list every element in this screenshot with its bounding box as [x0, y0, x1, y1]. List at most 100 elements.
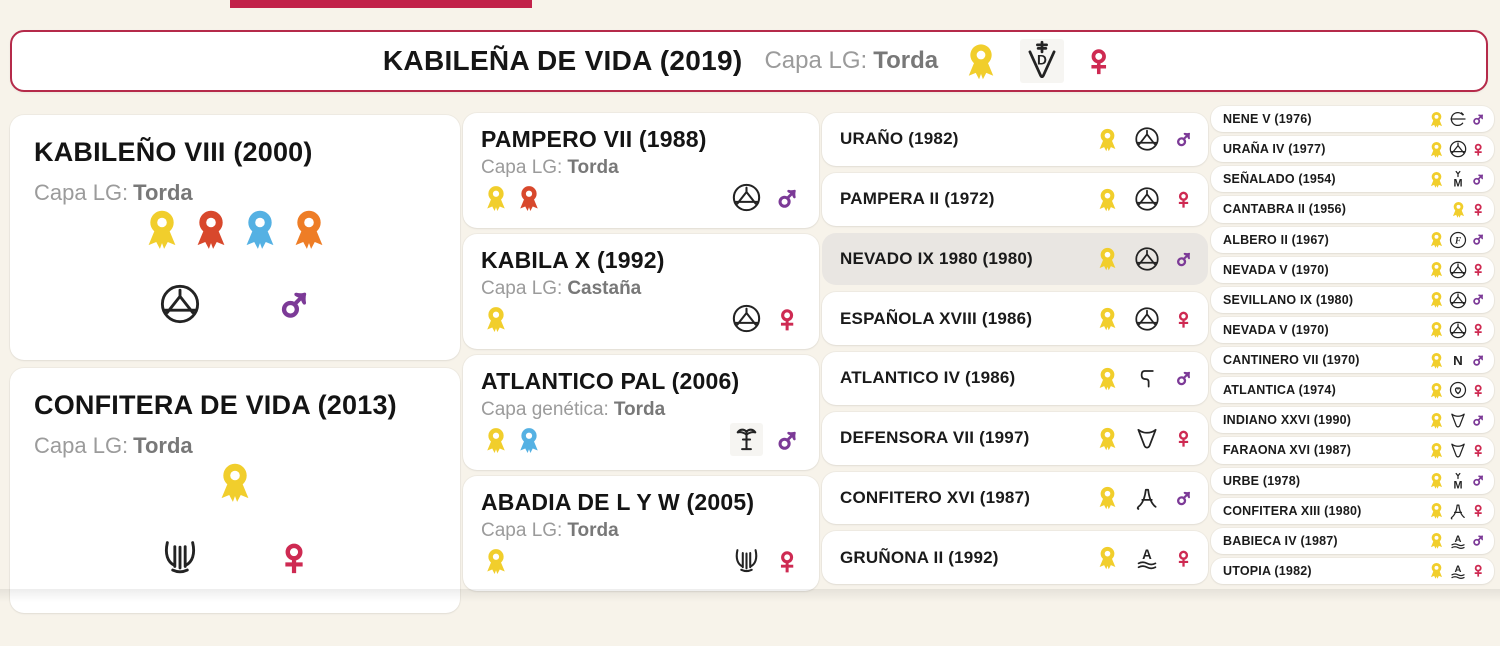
male-icon: ♂	[1470, 107, 1487, 131]
male-icon: ♂	[1470, 348, 1487, 372]
brand-v-shield-icon	[1448, 440, 1468, 460]
horse-name: URAÑO (1982)	[840, 129, 959, 149]
rosette-group	[481, 425, 544, 455]
node-icons: ♂	[1094, 244, 1195, 273]
node-bottom-row: ♂	[481, 420, 802, 459]
node-icons: A ♀	[1427, 560, 1486, 582]
rosette-yellow-icon	[1431, 232, 1443, 248]
pedigree-node[interactable]: CANTABRA II (1956) ♀	[1211, 196, 1494, 223]
pedigree-node[interactable]: ATLANTICO PAL (2006) Capa genética: Torda…	[463, 355, 819, 470]
pedigree-node[interactable]: UTOPIA (1982) A ♀	[1211, 557, 1494, 584]
pedigree-node[interactable]: INDIANO XXVI (1990) ♂	[1211, 407, 1494, 434]
rosette-yellow-icon	[1431, 352, 1443, 369]
horse-name: CONFITERA DE VIDA (2013)	[34, 390, 397, 420]
rosette-yellow-icon	[1099, 367, 1116, 391]
pedigree-node[interactable]: CONFITERA XIII (1980) ♀	[1211, 497, 1494, 524]
pedigree-node[interactable]: FARAONA XVI (1987) ♀	[1211, 437, 1494, 464]
pedigree-node[interactable]: KABILA X (1992) Capa LG: Castaña ♀	[463, 234, 819, 349]
pedigree-node[interactable]: CONFITERA DE VIDA (2013) Capa LG: Torda ♀	[10, 368, 460, 613]
pedigree-node[interactable]: URBE (1978) M ♂	[1211, 467, 1494, 494]
pedigree-node[interactable]: ALBERO II (1967) F ♂	[1211, 226, 1494, 253]
female-icon: ♀	[1172, 183, 1194, 215]
rosette-yellow-icon	[1431, 503, 1443, 519]
generation-4-column: NENE V (1976) ♂ URAÑA IV (1977) ♀ SEÑALA…	[1211, 106, 1494, 584]
pedigree-root-card[interactable]: KABILEÑA DE VIDA (2019) Capa LG: Torda D ♀	[10, 30, 1488, 92]
pedigree-node[interactable]: ESPAÑOLA XVIII (1986) ♀	[822, 292, 1208, 345]
rosette-yellow-icon	[148, 210, 175, 249]
pedigree-node[interactable]: URAÑA IV (1977) ♀	[1211, 136, 1494, 163]
pedigree-node[interactable]: CANTINERO VII (1970) N ♂	[1211, 347, 1494, 374]
pedigree-node[interactable]: NENE V (1976) ♂	[1211, 106, 1494, 133]
node-icons: ♀	[1427, 258, 1487, 282]
node-icons: A ♀	[1094, 542, 1195, 572]
pedigree-node[interactable]: NEVADA V (1970) ♀	[1211, 316, 1494, 343]
pedigree-node[interactable]: PAMPERA II (1972) ♀	[822, 172, 1208, 226]
pedigree-node[interactable]: ATLANTICO IV (1986) ♂	[822, 352, 1208, 405]
pedigree-node[interactable]: SEÑALADO (1954) M ♂	[1211, 166, 1494, 193]
node-icons: ♂	[1427, 289, 1486, 311]
capa-line: Capa LG: Torda	[34, 180, 436, 206]
capa-label: Capa LG:	[481, 520, 563, 541]
brand-circle-hanger-icon	[1133, 305, 1161, 333]
female-icon: ♀	[1470, 258, 1487, 282]
capa-label: Capa LG:	[481, 157, 563, 178]
rosette-yellow-icon	[487, 306, 505, 332]
horse-name: NEVADA V (1970)	[1223, 322, 1329, 337]
node-icons: ♂	[1427, 107, 1487, 131]
pedigree-node[interactable]: ABADIA DE L Y W (2005) Capa LG: Torda ♀	[463, 476, 819, 591]
rosette-yellow-icon	[1431, 382, 1443, 399]
rosette-yellow-icon	[1431, 322, 1443, 339]
horse-name: ATLANTICO IV (1986)	[840, 368, 1016, 388]
brand-sex-group: ♀	[730, 541, 802, 580]
node-icons: ♂	[1094, 363, 1195, 393]
female-icon: ♀	[1470, 378, 1487, 402]
node-icons: M ♂	[1427, 470, 1486, 492]
male-icon: ♂	[273, 275, 314, 333]
pedigree-node[interactable]: KABILEÑO VIII (2000) Capa LG: Torda ♂	[10, 115, 460, 360]
svg-text:N: N	[1453, 353, 1463, 368]
capa-line: Capa LG: Torda	[481, 157, 801, 179]
female-icon: ♀	[1470, 318, 1487, 342]
brand-circle-hanger-icon	[1133, 245, 1161, 273]
horse-name: SEÑALADO (1954)	[1223, 172, 1336, 187]
rosette-yellow-icon	[1099, 487, 1116, 510]
brand-circle-hanger-icon	[1448, 139, 1468, 159]
rosette-yellow-icon	[221, 463, 249, 502]
capa-label: Capa genética:	[481, 399, 609, 420]
rosette-yellow-icon	[1099, 427, 1116, 450]
pedigree-node[interactable]: CONFITERO XVI (1987) ♂	[822, 471, 1208, 525]
root-capa-label: Capa LG:	[764, 47, 868, 74]
generation-3-column: URAÑO (1982) ♂ PAMPERA II (1972) ♀ NEVAD…	[822, 106, 1208, 584]
pedigree-node[interactable]: GRUÑONA II (1992) A ♀	[822, 531, 1208, 584]
rosette-group	[481, 183, 544, 213]
root-capa: Capa LG: Torda	[764, 47, 938, 75]
horse-name: ESPAÑOLA XVIII (1986)	[840, 308, 1033, 328]
brand-m-y-icon: M	[1448, 169, 1468, 189]
pedigree-node[interactable]: NEVADO IX 1980 (1980) ♂	[822, 232, 1208, 286]
capa-label: Capa LG:	[34, 433, 129, 458]
pedigree-node[interactable]: ATLANTICA (1974) ♀	[1211, 377, 1494, 404]
pedigree-grid: KABILEÑO VIII (2000) Capa LG: Torda ♂ CON…	[10, 106, 1494, 613]
root-capa-value: Torda	[873, 47, 939, 74]
brand-v-shield-icon	[1448, 410, 1468, 430]
brand-a-fancy-icon	[1133, 484, 1161, 512]
pedigree-node[interactable]: NEVADA V (1970) ♀	[1211, 256, 1494, 283]
brand-v-shield-icon	[1133, 424, 1161, 452]
brand-a-fancy-icon	[1448, 501, 1468, 521]
female-icon: ♀	[1172, 422, 1194, 454]
horse-name: ATLANTICA (1974)	[1223, 383, 1336, 398]
pedigree-node[interactable]: DEFENSORA VII (1997) ♀	[822, 411, 1208, 465]
pedigree-node[interactable]: BABIECA IV (1987) A ♂	[1211, 527, 1494, 554]
pedigree-node[interactable]: URAÑO (1982) ♂	[822, 113, 1208, 166]
brand-c-bar-icon	[1448, 109, 1468, 129]
node-icons: ♀	[1427, 378, 1487, 402]
node-bottom-row: ♀	[481, 541, 802, 580]
pedigree-node[interactable]: PAMPERO VII (1988) Capa LG: Torda ♂	[463, 113, 819, 228]
horse-name: URBE (1978)	[1223, 473, 1301, 488]
horse-name: CONFITERO XVI (1987)	[840, 487, 1031, 507]
content-bottom-shadow	[0, 589, 1500, 602]
rosette-yellow-icon	[1431, 292, 1443, 309]
pedigree-node[interactable]: SEVILLANO IX (1980) ♂	[1211, 286, 1494, 313]
horse-name: BABIECA IV (1987)	[1223, 533, 1338, 548]
brand-lyre-icon	[157, 534, 203, 580]
